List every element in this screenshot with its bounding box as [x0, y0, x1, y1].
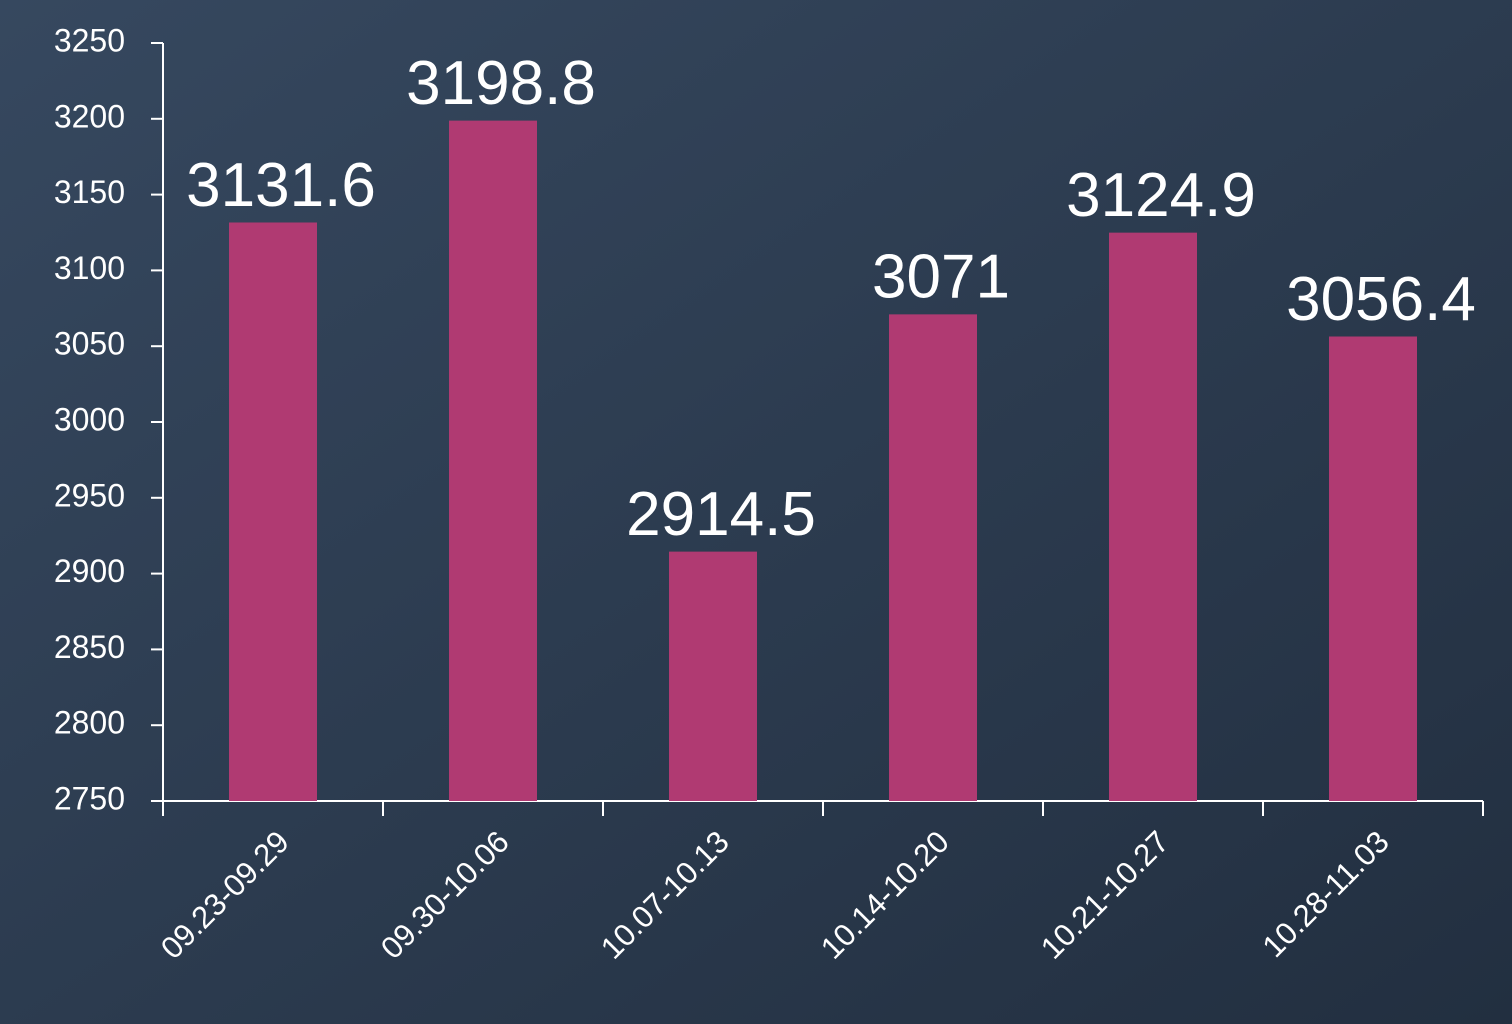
- y-tick-label: 3150: [54, 174, 125, 210]
- y-tick-label: 2800: [54, 705, 125, 741]
- bar: [1109, 232, 1197, 801]
- value-label: 3131.6: [186, 151, 376, 220]
- y-tick-label: 2850: [54, 629, 125, 665]
- y-tick-label: 2750: [54, 780, 125, 816]
- y-tick-label: 3250: [54, 22, 125, 58]
- bar: [1329, 336, 1417, 801]
- y-tick-label: 3000: [54, 401, 125, 437]
- y-tick-label: 3200: [54, 98, 125, 134]
- value-label: 3071: [872, 243, 1010, 312]
- value-label: 3056.4: [1286, 265, 1476, 334]
- y-tick-label: 3050: [54, 326, 125, 362]
- value-label: 3198.8: [406, 49, 596, 118]
- y-tick-label: 2950: [54, 477, 125, 513]
- y-tick-label: 2900: [54, 553, 125, 589]
- bar: [229, 222, 317, 802]
- bar: [669, 551, 757, 801]
- bar: [889, 314, 977, 801]
- value-label: 3124.9: [1066, 161, 1256, 230]
- value-label: 2914.5: [626, 480, 816, 549]
- y-tick-label: 3100: [54, 250, 125, 286]
- bar: [449, 120, 537, 801]
